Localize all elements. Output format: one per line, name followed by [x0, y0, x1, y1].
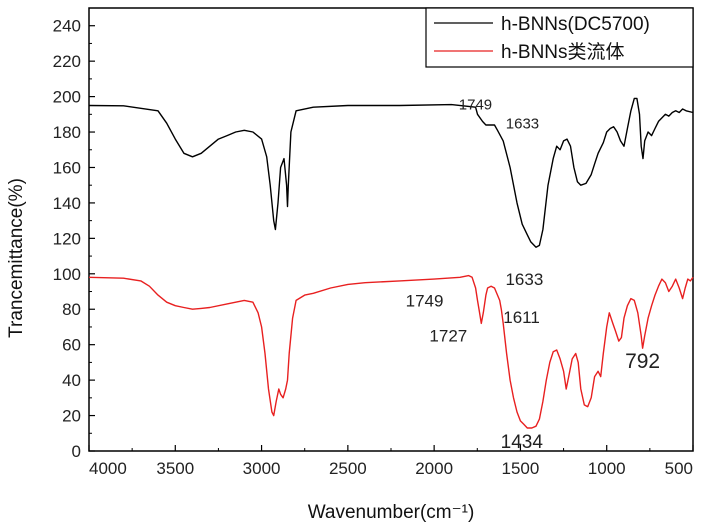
plot-area-frame [88, 7, 694, 452]
y-tick-label: 20 [62, 407, 81, 426]
x-tick-label: 1000 [588, 459, 626, 478]
x-axis-title: Wavenumber(cm⁻¹) [308, 502, 475, 523]
y-tick-label: 40 [62, 371, 81, 390]
legend-label-dc5700: h-BNNs(DC5700) [501, 14, 650, 35]
y-tick-label: 140 [53, 194, 81, 213]
legend-box [425, 7, 694, 68]
x-tick-label: 3000 [243, 459, 281, 478]
peak-label-1749: 1749 [459, 96, 492, 113]
y-tick-label: 160 [53, 158, 81, 177]
y-tick-label: 240 [53, 17, 81, 36]
series-line-dc5700 [88, 97, 694, 248]
y-axis-title: Trancemittance(%) [6, 178, 27, 338]
peak-label-1749: 1749 [406, 291, 444, 310]
peak-label-1611: 1611 [503, 308, 540, 327]
y-tick-label: 100 [53, 265, 81, 284]
x-tick-label: 2500 [329, 459, 367, 478]
legend-label-fluid: h-BNNs类流体 [501, 41, 625, 63]
peak-label-1434: 1434 [501, 432, 544, 453]
y-axis: 0 20 40 60 80 100 120 140 160 180 200 220 240 [53, 17, 95, 461]
y-tick-label: 180 [53, 123, 81, 142]
y-tick-label: 220 [53, 52, 81, 71]
y-tick-label: 120 [53, 229, 81, 248]
legend: h-BNNs(DC5700) h-BNNs类流体 [425, 7, 694, 68]
x-tick-label: 2000 [415, 459, 453, 478]
annotation-layer: 1749 1633 1633 1749 1611 1727 792 1434 [406, 96, 661, 453]
x-tick-label: 500 [665, 459, 693, 478]
y-tick-label: 200 [53, 88, 81, 107]
x-tick-label: 3500 [156, 459, 194, 478]
peak-label-792: 792 [625, 350, 660, 373]
x-tick-label: 1500 [502, 459, 540, 478]
peak-label-1633: 1633 [505, 270, 543, 289]
y-tick-label: 60 [62, 336, 81, 355]
peak-label-1633: 1633 [506, 115, 539, 132]
peak-label-1727: 1727 [429, 326, 467, 345]
x-tick-label: 4000 [89, 459, 127, 478]
series-layer [88, 97, 694, 429]
y-tick-label: 80 [62, 300, 81, 319]
x-axis: 4000 3500 3000 2500 2000 1500 1000 500 [88, 445, 694, 478]
y-tick-label: 0 [72, 442, 81, 461]
series-line-fluid [88, 274, 694, 429]
